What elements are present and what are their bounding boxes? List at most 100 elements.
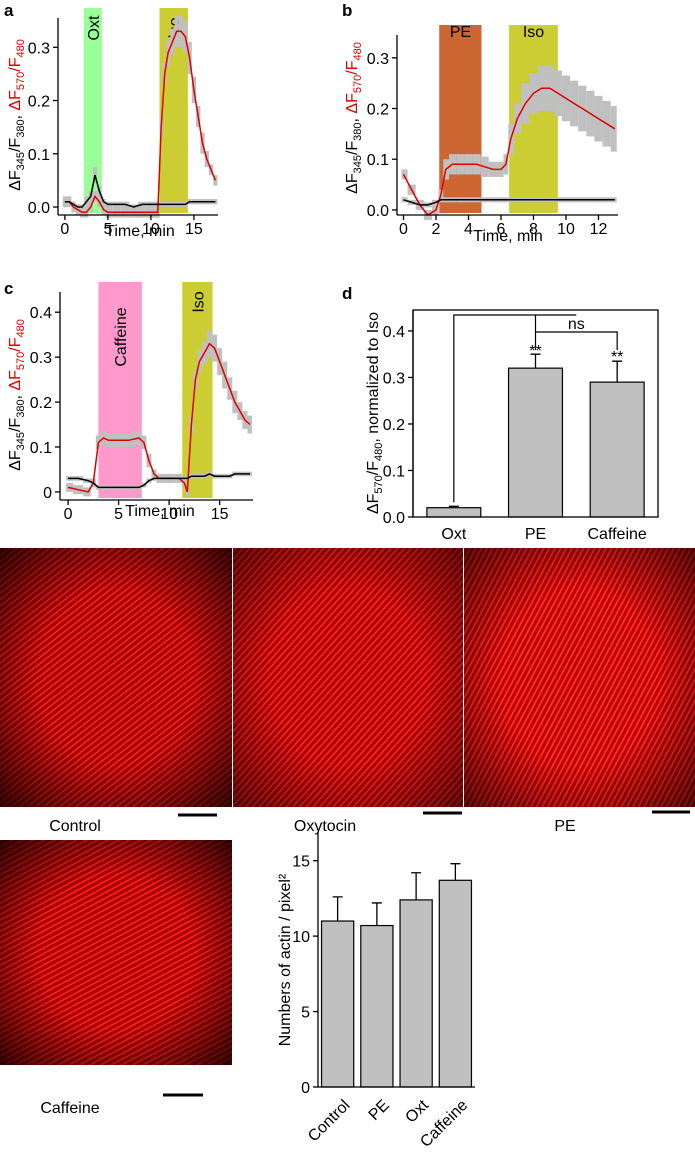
y-tick-label: 0.3	[367, 51, 389, 68]
micrograph	[233, 548, 463, 807]
significance-label: **	[611, 349, 623, 366]
trace	[402, 87, 616, 216]
micrograph	[0, 548, 232, 807]
x-tick-label: 6	[497, 221, 506, 238]
y-axis-label-part: 570	[373, 475, 385, 493]
y-axis-label-part: 570	[15, 72, 27, 90]
y-axis-label: Numbers of actin / pixel²	[277, 873, 294, 1046]
error-bar	[332, 896, 343, 922]
y-tick-label: 0.4	[30, 305, 52, 322]
y-axis-label-part: 345	[352, 155, 364, 173]
y-axis-label: ΔF345/F380, ΔF570/F480	[344, 42, 364, 194]
stimulus-span	[182, 282, 213, 498]
y-tick-label: 0.1	[30, 440, 52, 457]
y-tick-label: 0.2	[28, 94, 50, 111]
x-axis-label: Time, min	[105, 223, 175, 240]
y-axis-label-part: 380	[352, 122, 364, 140]
significance-bracket	[535, 331, 618, 350]
y-tick-label: 0	[43, 485, 52, 502]
bar	[589, 381, 645, 518]
bar	[507, 367, 564, 518]
panel-label: d	[342, 284, 352, 303]
y-tick-label: 0.0	[367, 203, 389, 220]
y-tick-label: 0	[301, 1080, 310, 1097]
span-label: Iso	[523, 24, 544, 41]
error-bar	[448, 505, 459, 508]
y-tick-label: 0.2	[367, 102, 389, 119]
y-axis-label-part: /F	[365, 461, 382, 475]
stimulus-span	[98, 282, 142, 498]
y-axis-label-part: 345	[15, 152, 27, 170]
error-band	[401, 169, 408, 180]
x-tick-label: 8	[529, 221, 538, 238]
panel-label: a	[4, 1, 14, 20]
x-tick-label: 15	[185, 221, 203, 238]
bar	[320, 920, 355, 1088]
significance-label: ns	[568, 316, 585, 333]
x-tick-label: 10	[557, 221, 575, 238]
y-tick-label: 0.0	[383, 510, 405, 527]
y-axis-label-part: /F	[344, 60, 361, 74]
y-axis-label-part: 480	[352, 42, 364, 60]
y-axis-label-part: ,	[7, 111, 24, 120]
bar	[399, 899, 433, 1088]
x-tick-label: 10	[142, 221, 160, 238]
y-tick-label: 0.1	[383, 463, 405, 480]
significance-label: **	[529, 343, 541, 360]
y-axis-label-part: 480	[15, 319, 27, 337]
x-tick-label: 12	[590, 221, 608, 238]
x-tick-label: 4	[464, 221, 473, 238]
trace	[403, 199, 615, 206]
y-tick-label: 10	[292, 929, 310, 946]
x-tick-label: 0	[399, 221, 408, 238]
y-axis-label-part: ΔF	[7, 90, 24, 111]
x-axis-label: Time, min	[473, 228, 543, 245]
y-tick-label: 5	[301, 1005, 310, 1022]
span-label: Oxt	[86, 15, 103, 40]
span-label: Caffeine	[113, 307, 130, 366]
error-bar	[411, 872, 422, 900]
y-axis-label-part: ΔF	[344, 173, 361, 194]
y-tick-label: 0.2	[383, 417, 405, 434]
error-bar	[450, 863, 461, 881]
y-tick-label: 0.4	[383, 324, 405, 341]
trace	[64, 174, 216, 208]
x-tick-label: 5	[103, 221, 112, 238]
y-tick-label: 0.3	[383, 370, 405, 387]
x-tick-label: 0	[64, 506, 73, 523]
trace	[64, 30, 217, 214]
x-tick-label: 2	[432, 221, 441, 238]
y-axis-label-part: /F	[344, 141, 361, 155]
y-axis-label-part: ΔF	[344, 93, 361, 114]
x-tick-label: Oxt	[402, 1096, 432, 1126]
y-tick-label: 0.3	[28, 40, 50, 57]
y-axis-label-part: 345	[15, 432, 27, 450]
y-axis-label-part: , normalized to Iso	[365, 312, 382, 443]
y-axis-label-part: 570	[15, 352, 27, 370]
y-axis-label-part: 570	[352, 75, 364, 93]
y-axis-label-part: 480	[373, 443, 385, 461]
micrograph	[0, 840, 232, 1065]
y-axis-label: ΔF345/F380, ΔF570/F480	[7, 319, 27, 471]
y-axis-label-part: /F	[7, 337, 24, 351]
micrograph	[464, 548, 695, 807]
bar	[360, 924, 394, 1088]
x-tick-label: PE	[525, 526, 546, 543]
y-tick-label: 0.1	[28, 147, 50, 164]
y-axis-label: ΔF345/F380, ΔF570/F480	[7, 39, 27, 191]
x-tick-label: 5	[114, 506, 123, 523]
error-bar	[612, 360, 623, 383]
x-tick-label: 10	[160, 506, 178, 523]
y-axis-label-part: ΔF	[365, 493, 382, 514]
x-tick-label: Caffeine	[588, 526, 647, 543]
stimulus-span	[83, 8, 102, 213]
x-tick-label: Control	[305, 1097, 353, 1145]
y-axis-label-part: /F	[7, 418, 24, 432]
error-bar	[371, 902, 382, 926]
x-tick-label: PE	[366, 1097, 393, 1124]
image-caption: Caffeine	[40, 1100, 99, 1117]
image-caption: Oxytocin	[294, 818, 356, 835]
y-axis-label-part: ΔF	[7, 370, 24, 391]
x-tick-label: 15	[211, 506, 229, 523]
